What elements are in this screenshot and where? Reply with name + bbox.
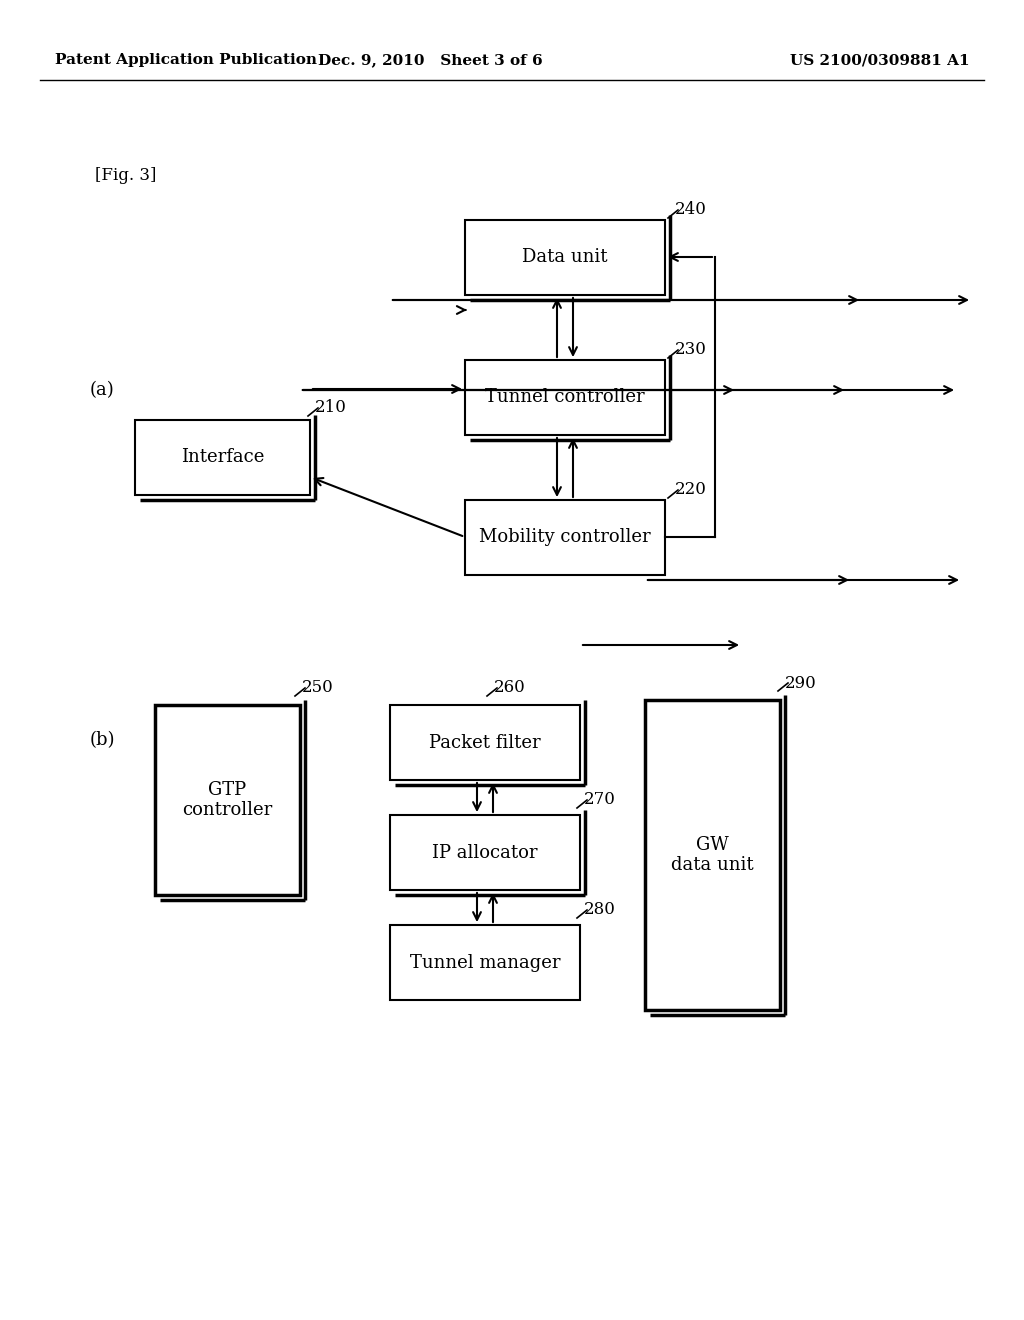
Text: GTP
controller: GTP controller: [182, 780, 272, 820]
Bar: [465, 220, 665, 294]
Bar: [645, 700, 780, 1010]
Bar: [390, 925, 580, 1001]
Text: 250: 250: [302, 680, 334, 697]
Bar: [465, 500, 665, 576]
Text: [Fig. 3]: [Fig. 3]: [95, 166, 157, 183]
Text: 240: 240: [675, 202, 707, 219]
Text: Tunnel controller: Tunnel controller: [485, 388, 645, 407]
Text: 280: 280: [584, 902, 615, 919]
Text: 260: 260: [494, 680, 525, 697]
Text: 220: 220: [675, 482, 707, 499]
Text: 270: 270: [584, 792, 615, 808]
Text: IP allocator: IP allocator: [432, 843, 538, 862]
Text: GW
data unit: GW data unit: [671, 836, 754, 874]
Text: Mobility controller: Mobility controller: [479, 528, 651, 546]
Bar: [135, 420, 310, 495]
Text: Dec. 9, 2010   Sheet 3 of 6: Dec. 9, 2010 Sheet 3 of 6: [317, 53, 543, 67]
Text: Tunnel manager: Tunnel manager: [410, 953, 560, 972]
Bar: [465, 360, 665, 436]
Text: Patent Application Publication: Patent Application Publication: [55, 53, 317, 67]
Text: (a): (a): [90, 381, 115, 399]
Text: 210: 210: [315, 400, 347, 417]
Text: Data unit: Data unit: [522, 248, 608, 267]
Bar: [390, 814, 580, 890]
Bar: [155, 705, 300, 895]
Text: 290: 290: [785, 675, 817, 692]
Text: Packet filter: Packet filter: [429, 734, 541, 751]
Text: Interface: Interface: [181, 449, 264, 466]
Text: 230: 230: [675, 342, 707, 359]
Text: US 2100/0309881 A1: US 2100/0309881 A1: [791, 53, 970, 67]
Text: (b): (b): [90, 731, 116, 748]
Bar: [390, 705, 580, 780]
